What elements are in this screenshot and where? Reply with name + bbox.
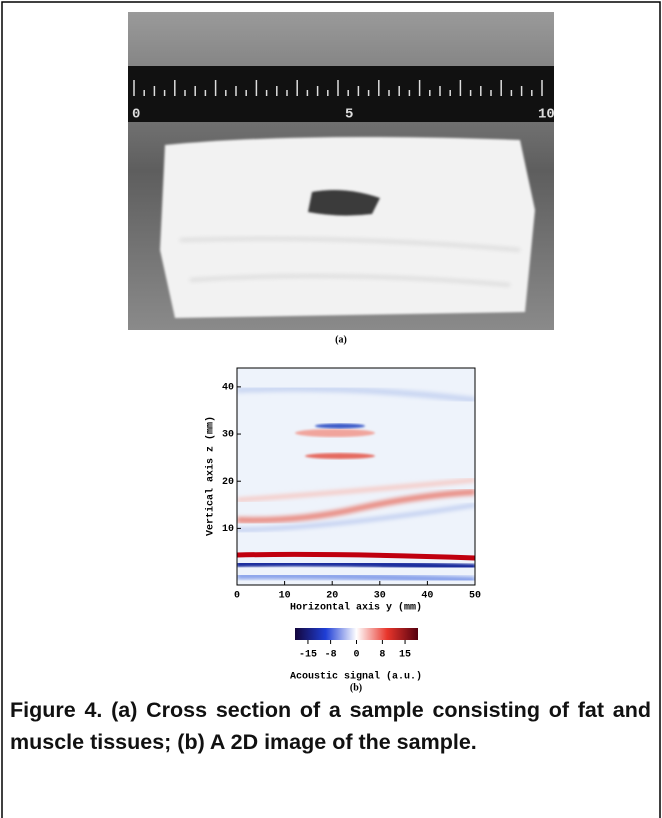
x-tick-label: 10 [279, 591, 291, 602]
x-tick-label: 0 [234, 591, 240, 602]
y-tick-label: 10 [222, 524, 234, 535]
x-tick-label: 20 [326, 591, 338, 602]
ruler-label: 10 [538, 107, 555, 123]
colorbar-label: Acoustic signal (a.u.) [290, 671, 422, 683]
heatmap-image [237, 368, 475, 585]
y-tick-label: 20 [222, 477, 234, 488]
y-tick-label: 40 [222, 383, 234, 394]
panel-label: (a) [335, 334, 347, 345]
colorbar-tick-label: -8 [325, 650, 337, 661]
ruler-label: 5 [345, 107, 353, 123]
colorbar-tick-label: 15 [399, 650, 411, 661]
x-tick-label: 30 [374, 591, 386, 602]
photo: 0 5 10 [128, 12, 555, 330]
caption: Figure 4. (a) Cross section of a sample … [10, 698, 651, 754]
x-axis-label: Horizontal axis y (mm) [290, 602, 422, 614]
colorbar [295, 628, 418, 640]
colorbar-tick-label: -15 [299, 650, 317, 661]
x-tick-label: 50 [469, 591, 481, 602]
plot-frame [236, 367, 476, 586]
ruler-label: 0 [132, 107, 140, 123]
panel-label: (b) [350, 682, 362, 693]
colorbar-tick-label: 8 [379, 650, 385, 661]
y-tick-label: 30 [222, 430, 234, 441]
x-tick-label: 40 [421, 591, 433, 602]
colorbar-tick-label: 0 [353, 650, 359, 661]
y-axis-label: Vertical axis z (mm) [205, 416, 217, 536]
